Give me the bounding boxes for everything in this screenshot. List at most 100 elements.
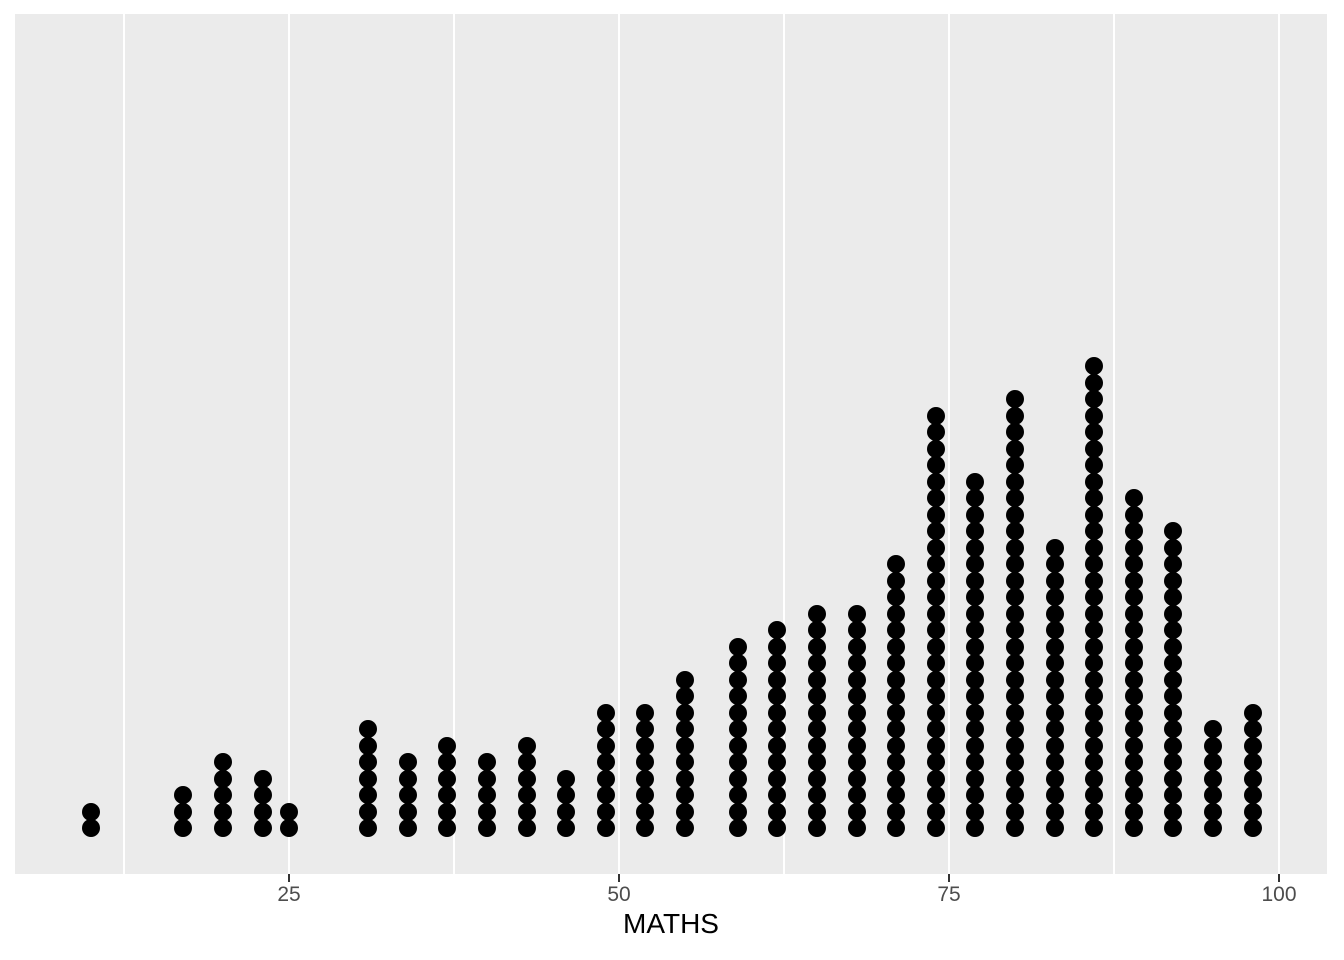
data-dot	[768, 753, 787, 771]
data-dot	[438, 736, 457, 755]
data-dot	[1006, 802, 1024, 821]
data-dot	[808, 703, 826, 722]
data-dot	[1006, 703, 1024, 722]
data-dot	[1006, 621, 1024, 639]
data-dot	[847, 736, 866, 755]
x-tick-label: 25	[277, 883, 301, 906]
data-dot	[1006, 736, 1024, 755]
data-dot	[359, 786, 378, 804]
data-dot	[1243, 736, 1262, 755]
data-dot	[768, 637, 787, 656]
data-dot	[768, 786, 787, 804]
data-dot	[174, 802, 193, 821]
data-dot	[926, 670, 945, 689]
data-dot	[1164, 588, 1183, 606]
data-dot	[728, 769, 747, 788]
data-dot	[636, 769, 655, 788]
data-dot	[1085, 489, 1104, 507]
data-dot	[926, 621, 945, 639]
data-dot	[1006, 819, 1024, 837]
data-dot	[926, 654, 945, 672]
data-dot	[676, 819, 694, 837]
data-dot	[280, 802, 298, 821]
data-dot	[438, 786, 457, 804]
data-dot	[359, 802, 378, 821]
data-dot	[1085, 472, 1104, 491]
data-dot	[966, 769, 985, 788]
data-dot	[1045, 670, 1064, 689]
data-dot	[808, 753, 826, 771]
data-dot	[1006, 456, 1024, 474]
data-dot	[1045, 703, 1064, 722]
data-dot	[1243, 819, 1262, 837]
data-dot	[1045, 687, 1064, 705]
data-dot	[1164, 604, 1183, 623]
data-dot	[768, 736, 787, 755]
data-dot	[1124, 687, 1143, 705]
data-dot	[926, 802, 945, 821]
data-dot	[768, 670, 787, 689]
data-dot	[926, 786, 945, 804]
data-dot	[887, 769, 906, 788]
x-tick-label: 100	[1261, 883, 1297, 906]
data-dot	[1006, 720, 1024, 738]
data-dot	[926, 406, 945, 425]
vertical-gridline	[617, 14, 621, 874]
data-dot	[1045, 555, 1064, 573]
data-dot	[847, 819, 866, 837]
data-dot	[728, 819, 747, 837]
data-dot	[966, 736, 985, 755]
data-dot	[1124, 819, 1143, 837]
data-dot	[1045, 571, 1064, 590]
data-dot	[398, 753, 417, 771]
data-dot	[1045, 538, 1064, 557]
data-dot	[1124, 670, 1143, 689]
data-dot	[1006, 538, 1024, 557]
data-dot	[1085, 604, 1104, 623]
x-tick-mark	[288, 874, 290, 882]
data-dot	[926, 637, 945, 656]
x-tick-mark	[1278, 874, 1280, 882]
data-dot	[1243, 703, 1262, 722]
data-dot	[847, 769, 866, 788]
data-dot	[1085, 439, 1104, 458]
data-dot	[1006, 654, 1024, 672]
data-dot	[1164, 538, 1183, 557]
data-dot	[768, 819, 787, 837]
data-dot	[808, 687, 826, 705]
data-dot	[1164, 819, 1183, 837]
data-dot	[1006, 439, 1024, 458]
data-dot	[887, 819, 906, 837]
data-dot	[676, 670, 694, 689]
x-tick-label: 50	[607, 883, 631, 906]
data-dot	[214, 819, 232, 837]
data-dot	[768, 687, 787, 705]
x-tick-mark	[948, 874, 950, 882]
data-dot	[517, 786, 536, 804]
data-dot	[359, 769, 378, 788]
data-dot	[728, 670, 747, 689]
data-dot	[1085, 555, 1104, 573]
data-dot	[1124, 522, 1143, 540]
data-dot	[926, 472, 945, 491]
data-dot	[926, 522, 945, 540]
vertical-gridline	[1113, 14, 1115, 874]
data-dot	[966, 753, 985, 771]
data-dot	[768, 621, 787, 639]
data-dot	[1124, 637, 1143, 656]
data-dot	[636, 786, 655, 804]
data-dot	[1085, 522, 1104, 540]
data-dot	[636, 753, 655, 771]
data-dot	[1164, 621, 1183, 639]
data-dot	[253, 802, 272, 821]
data-dot	[398, 769, 417, 788]
data-dot	[966, 604, 985, 623]
data-dot	[728, 637, 747, 656]
data-dot	[1006, 637, 1024, 656]
data-dot	[1243, 720, 1262, 738]
data-dot	[768, 654, 787, 672]
data-dot	[926, 439, 945, 458]
data-dot	[214, 802, 232, 821]
data-dot	[596, 703, 615, 722]
data-dot	[768, 720, 787, 738]
